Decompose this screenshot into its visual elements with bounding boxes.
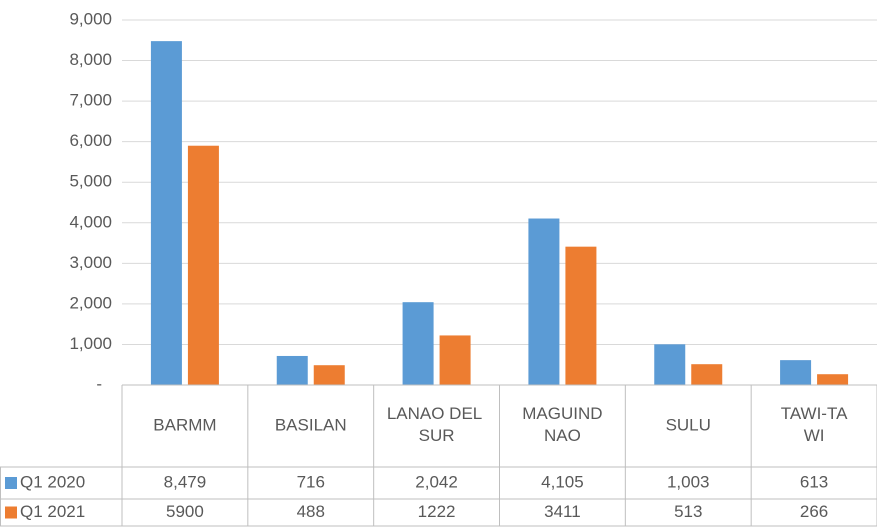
bar <box>402 302 434 385</box>
y-tick-label: 1,000 <box>69 334 112 353</box>
table-value: 1222 <box>418 502 456 521</box>
bar <box>276 355 308 385</box>
y-tick-label: 6,000 <box>69 131 112 150</box>
category-label: BASILAN <box>275 415 347 434</box>
legend-label: Q1 2021 <box>20 502 85 521</box>
category-label: SULU <box>666 415 711 434</box>
table-value: 613 <box>800 472 828 491</box>
category-label: MAGUIND NAO <box>522 404 602 445</box>
table-value: 488 <box>297 502 325 521</box>
y-tick-label: 3,000 <box>69 253 112 272</box>
bar <box>187 145 219 385</box>
bar <box>565 246 597 385</box>
table-value: 513 <box>674 502 702 521</box>
table-value: 2,042 <box>415 472 458 491</box>
table-value: 3411 <box>544 502 581 521</box>
table-value: 1,003 <box>667 472 710 491</box>
category-label: LANAO DEL SUR <box>387 404 487 445</box>
legend-swatch <box>5 477 17 489</box>
table-value: 716 <box>297 472 325 491</box>
legend-swatch <box>5 506 17 519</box>
y-tick-label: 8,000 <box>69 50 112 69</box>
table-value: 8,479 <box>164 472 207 491</box>
table-value: 5900 <box>166 502 204 521</box>
y-tick-label: 5,000 <box>69 172 112 191</box>
category-label: BARMM <box>153 415 216 434</box>
bar <box>150 41 182 385</box>
bar <box>313 365 345 385</box>
y-tick-label: 2,000 <box>69 293 112 312</box>
bar <box>817 374 849 385</box>
legend-label: Q1 2020 <box>20 472 85 491</box>
bar <box>439 335 471 385</box>
table-value: 4,105 <box>541 472 584 491</box>
y-tick-label: 4,000 <box>69 212 112 231</box>
y-tick-label: 9,000 <box>69 9 112 28</box>
bar <box>528 218 560 385</box>
bar <box>780 360 812 385</box>
table-value: 266 <box>800 502 828 521</box>
y-tick-label: - <box>96 374 102 393</box>
bar <box>654 344 686 385</box>
y-tick-label: 7,000 <box>69 91 112 110</box>
category-label: TAWI-TA WI <box>781 404 848 445</box>
bar <box>691 364 723 385</box>
